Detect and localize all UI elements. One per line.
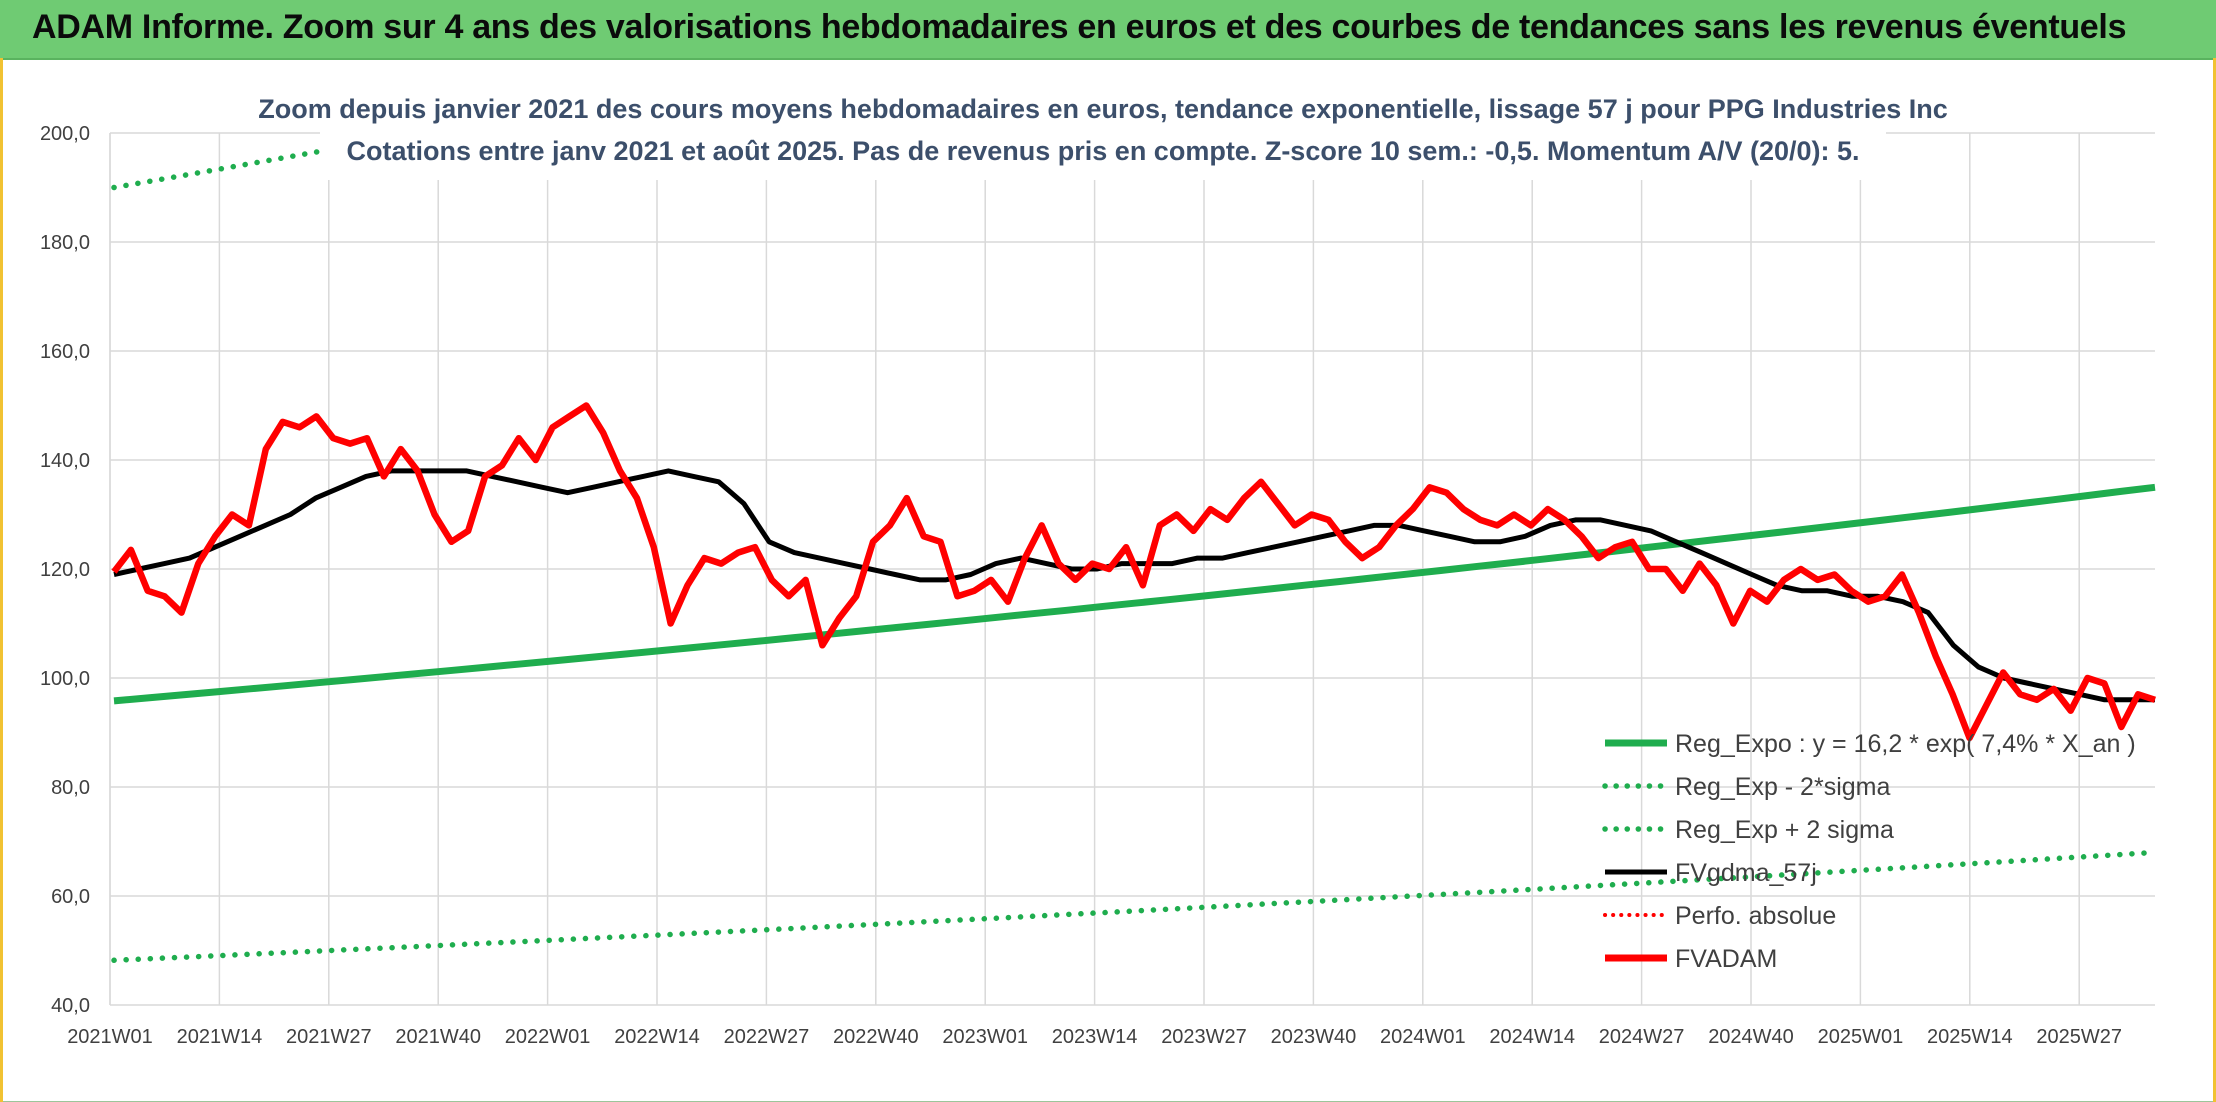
x-tick-label: 2023W27 bbox=[1161, 1026, 1247, 1048]
report-title: ADAM Informe. Zoom sur 4 ans des valoris… bbox=[32, 8, 2127, 46]
x-tick-label: 2022W27 bbox=[724, 1026, 810, 1048]
reg-expo-line bbox=[113, 483, 2156, 705]
y-tick-label: 160,0 bbox=[40, 341, 90, 363]
x-tick-label: 2024W40 bbox=[1708, 1026, 1794, 1048]
chart-subtitle-line2: Cotations entre janv 2021 et août 2025. … bbox=[346, 136, 1859, 166]
y-axis: 40,0 60,0 80,0 100,0 120,0 140,0 160,0 180,0 200… bbox=[40, 123, 90, 1017]
y-tick-label: 180,0 bbox=[40, 232, 90, 254]
legend-reg-exp-minus-label: Reg_Exp - 2*sigma bbox=[1675, 773, 1890, 801]
reg-exp-minus-2sigma-line bbox=[111, 849, 2158, 964]
legend-fvgdma-label: FVgdma_57j bbox=[1675, 859, 1817, 887]
y-tick-label: 80,0 bbox=[51, 777, 90, 799]
x-tick-label: 2022W40 bbox=[833, 1026, 919, 1048]
subtitle-background bbox=[320, 80, 1886, 180]
legend-reg-exp-plus-label: Reg_Exp + 2 sigma bbox=[1675, 816, 1894, 844]
legend-perfo-absolue-label: Perfo. absolue bbox=[1675, 902, 1836, 930]
x-tick-label: 2021W14 bbox=[177, 1026, 263, 1048]
legend-fvadam-label: FVADAM bbox=[1675, 945, 1777, 973]
legend: Reg_Expo : y = 16,2 * exp( 7,4% * X_an )… bbox=[1602, 730, 2136, 973]
y-tick-label: 120,0 bbox=[40, 559, 90, 581]
y-tick-label: 140,0 bbox=[40, 450, 90, 472]
chart-canvas: Zoom depuis janvier 2021 des cours moyen… bbox=[40, 80, 2158, 1048]
x-tick-label: 2021W40 bbox=[395, 1026, 481, 1048]
y-tick-label: 40,0 bbox=[51, 995, 90, 1017]
plot-area bbox=[111, 129, 2158, 964]
y-tick-label: 60,0 bbox=[51, 886, 90, 908]
fvadam-line bbox=[111, 402, 2157, 742]
x-tick-label: 2021W27 bbox=[286, 1026, 372, 1048]
left-accent-bar bbox=[0, 58, 3, 1102]
legend-reg-expo-label: Reg_Expo : y = 16,2 * exp( 7,4% * X_an ) bbox=[1675, 730, 2136, 758]
x-tick-label: 2025W01 bbox=[1818, 1026, 1904, 1048]
x-tick-label: 2024W14 bbox=[1489, 1026, 1575, 1048]
x-tick-label: 2025W27 bbox=[2036, 1026, 2122, 1048]
subtitle-box: Zoom depuis janvier 2021 des cours moyen… bbox=[258, 80, 1948, 180]
y-tick-label: 100,0 bbox=[40, 668, 90, 690]
x-tick-label: 2021W01 bbox=[67, 1026, 153, 1048]
right-accent-bar bbox=[2213, 58, 2216, 1102]
x-tick-label: 2023W14 bbox=[1052, 1026, 1138, 1048]
y-tick-label: 200,0 bbox=[40, 123, 90, 145]
x-tick-label: 2025W14 bbox=[1927, 1026, 2013, 1048]
title-banner: ADAM Informe. Zoom sur 4 ans des valoris… bbox=[0, 0, 2216, 60]
x-axis: 2021W01 2021W14 2021W27 2021W40 2022W01 2022W… bbox=[67, 1026, 2122, 1048]
x-tick-label: 2022W14 bbox=[614, 1026, 700, 1048]
chart-subtitle-line1: Zoom depuis janvier 2021 des cours moyen… bbox=[258, 94, 1948, 124]
series-layer bbox=[111, 129, 2158, 964]
x-tick-label: 2024W27 bbox=[1599, 1026, 1685, 1048]
x-tick-label: 2023W01 bbox=[942, 1026, 1028, 1048]
x-tick-label: 2023W40 bbox=[1271, 1026, 1357, 1048]
x-tick-label: 2022W01 bbox=[505, 1026, 591, 1048]
x-tick-label: 2024W01 bbox=[1380, 1026, 1466, 1048]
